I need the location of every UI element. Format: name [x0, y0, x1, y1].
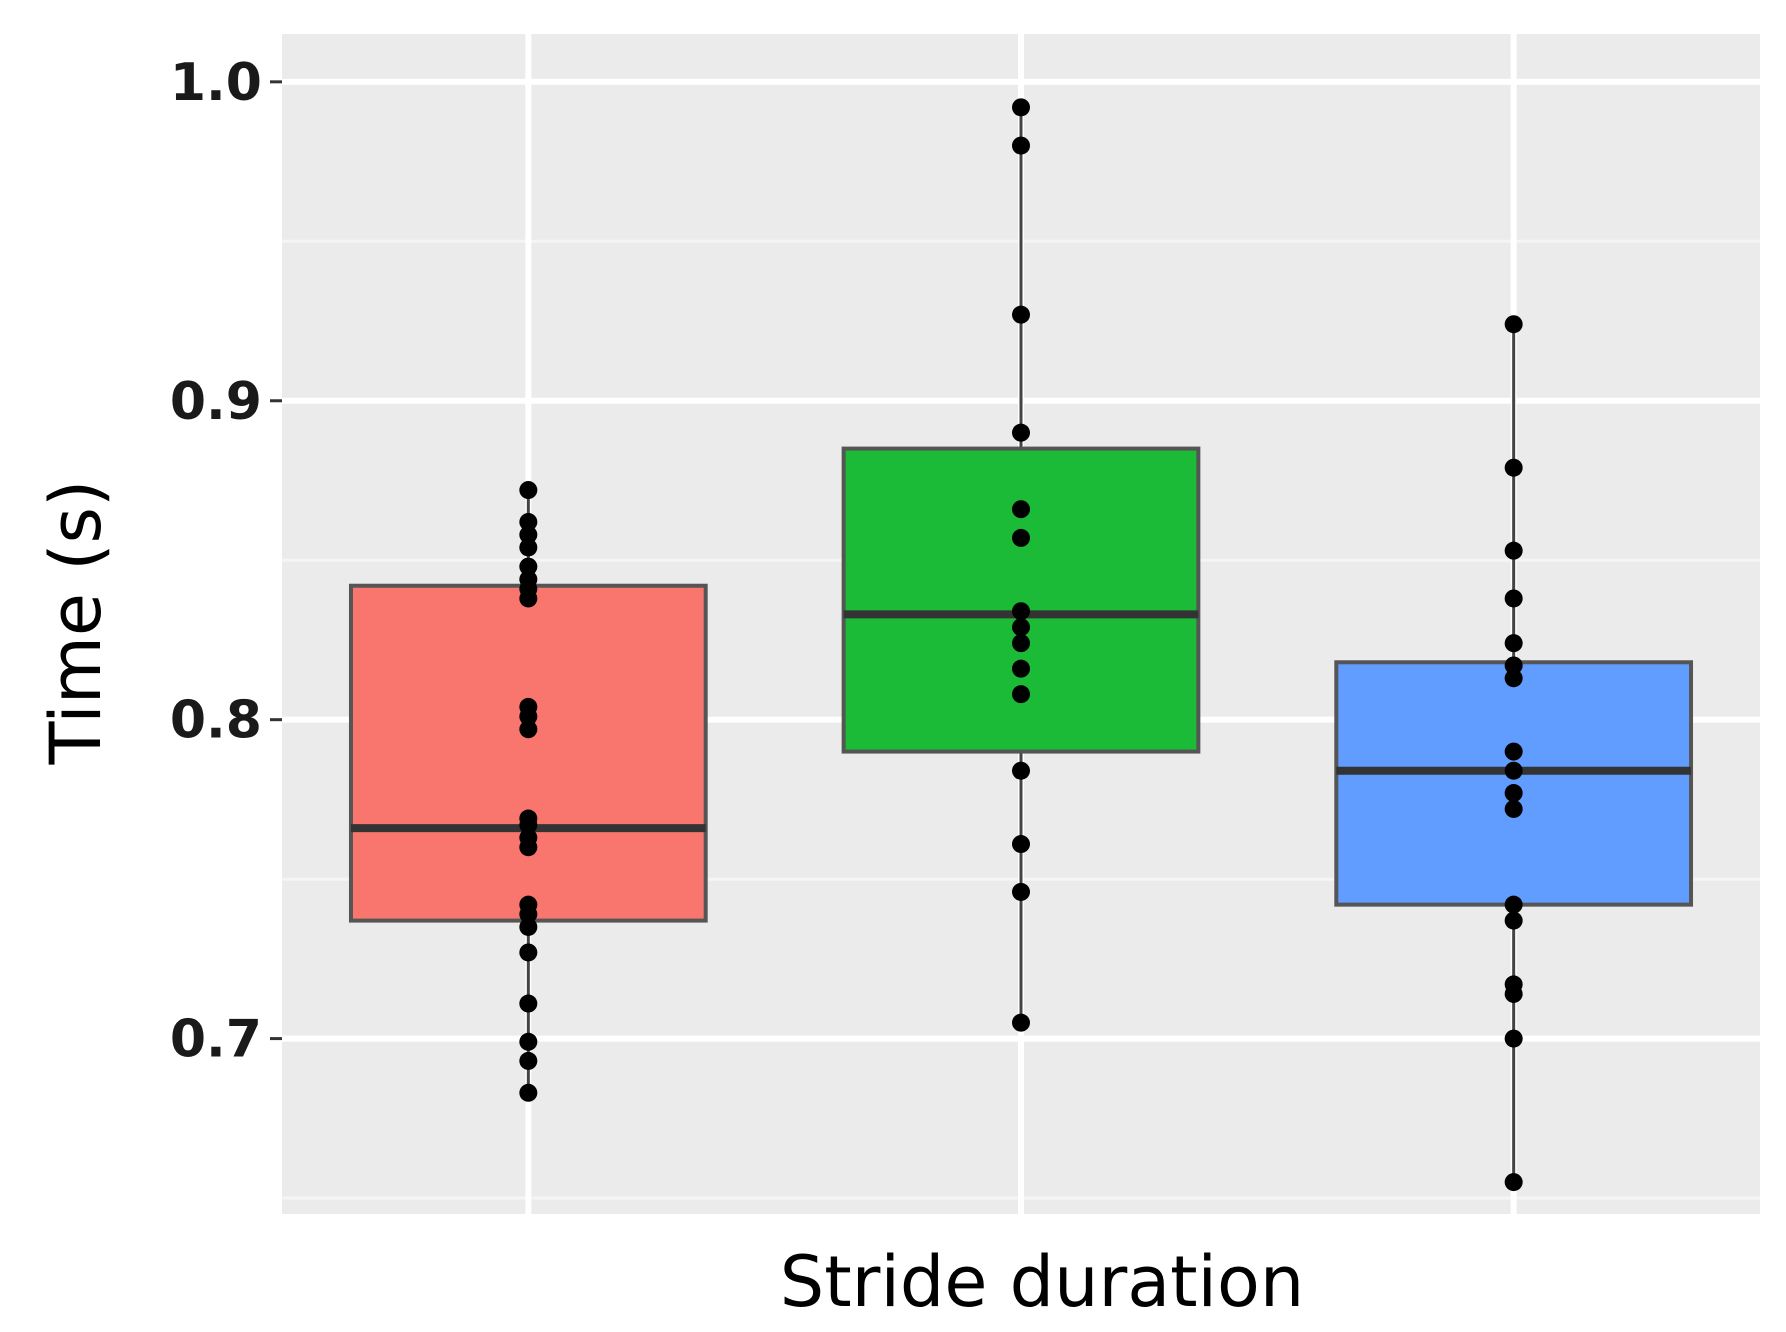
data-point — [1504, 315, 1523, 334]
data-point — [519, 994, 538, 1013]
data-point — [1504, 895, 1523, 914]
data-point — [519, 943, 538, 962]
data-point — [519, 828, 538, 847]
box-body — [1334, 660, 1694, 907]
data-point — [1012, 1013, 1030, 1032]
data-point — [1012, 634, 1030, 653]
data-point — [519, 1051, 538, 1070]
box-body — [348, 583, 708, 923]
data-point — [519, 538, 538, 557]
data-point — [1012, 500, 1030, 519]
data-point — [1012, 602, 1030, 621]
data-point — [1504, 669, 1523, 688]
y-axis: 0.7 0.8 0.9 1.0 — [170, 53, 282, 1070]
data-point — [519, 512, 538, 531]
box-group — [348, 481, 708, 1102]
box-group — [1334, 315, 1694, 1192]
data-point — [1504, 761, 1523, 780]
data-point — [519, 917, 538, 936]
data-point — [1504, 458, 1523, 477]
data-point — [519, 1032, 538, 1051]
data-point — [1504, 1029, 1523, 1048]
y-axis-title: Time (s) — [35, 480, 117, 766]
data-point — [1012, 882, 1030, 901]
data-point — [519, 557, 538, 576]
data-point — [1012, 618, 1030, 637]
data-point — [1012, 305, 1030, 324]
data-point — [519, 570, 538, 589]
data-point — [1504, 541, 1523, 560]
data-point — [1504, 656, 1523, 675]
data-point — [1504, 911, 1523, 930]
data-point — [1504, 784, 1523, 803]
x-axis-title: Stride duration — [780, 1241, 1304, 1323]
y-tick-label: 1.0 — [170, 53, 262, 113]
data-point — [519, 481, 538, 500]
data-point — [519, 720, 538, 739]
y-tick-label: 0.7 — [170, 1010, 262, 1070]
data-point — [1504, 799, 1523, 818]
data-point — [519, 525, 538, 544]
data-point — [519, 697, 538, 716]
data-point — [1012, 528, 1030, 547]
data-point — [1012, 423, 1030, 442]
box-body — [841, 446, 1201, 754]
data-point — [1504, 742, 1523, 761]
data-point — [1012, 98, 1030, 117]
data-point — [1012, 761, 1030, 780]
data-point — [1504, 975, 1523, 994]
data-point — [1012, 835, 1030, 854]
data-point — [1012, 659, 1030, 678]
data-point — [519, 895, 538, 914]
box-series — [348, 98, 1694, 1192]
data-point — [1504, 634, 1523, 653]
data-point — [1012, 136, 1030, 155]
data-point — [519, 1083, 538, 1102]
data-point — [1504, 1173, 1523, 1192]
y-tick-label: 0.9 — [170, 372, 262, 432]
box-group — [841, 98, 1201, 1032]
data-point — [519, 809, 538, 828]
y-tick-label: 0.8 — [170, 691, 262, 751]
data-point — [1504, 589, 1523, 608]
data-point — [1012, 685, 1030, 704]
